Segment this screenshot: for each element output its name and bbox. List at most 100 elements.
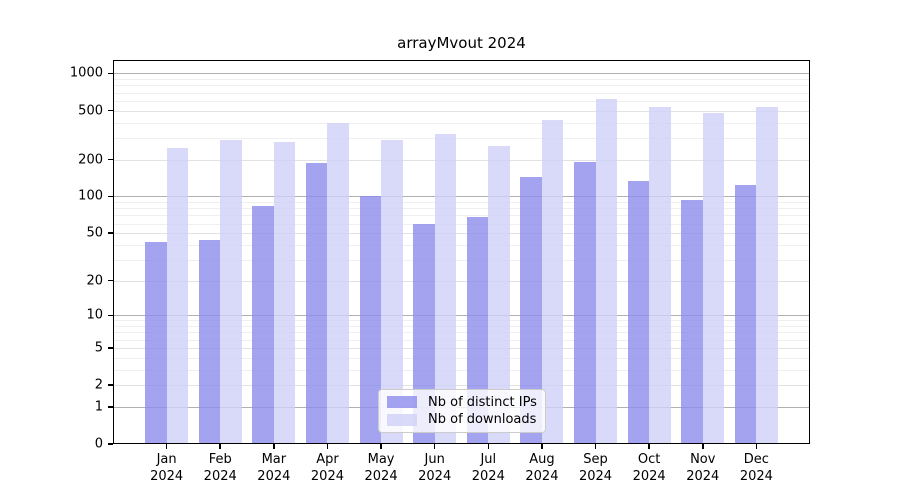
y-tick-label-500: 500: [78, 103, 103, 119]
legend: Nb of distinct IPs Nb of downloads: [378, 389, 546, 433]
y-tick-label-50: 50: [86, 225, 103, 241]
gridline-80: [113, 208, 810, 210]
gridline-3: [113, 369, 810, 371]
bar-nb-of-downloads-may-2024: [381, 139, 403, 444]
x-tick-label-jan-2024: Jan 2024: [150, 452, 184, 484]
x-tick-mark-dec-2024: [755, 444, 758, 449]
bar-nb-of-distinct-ips-aug-2024: [520, 176, 542, 444]
gridline-4: [113, 357, 810, 359]
y-tick-mark-20: [108, 279, 113, 282]
gridline-70: [113, 215, 810, 217]
bar-nb-of-downloads-aug-2024: [541, 119, 564, 444]
bar-nb-of-downloads-dec-2024: [756, 107, 778, 444]
bar-nb-of-distinct-ips-jan-2024: [145, 242, 167, 444]
y-tick-mark-10: [108, 314, 113, 317]
gridline-2: [113, 385, 810, 387]
x-tick-mark-mar-2024: [273, 444, 275, 449]
bar-nb-of-downloads-jan-2024: [166, 147, 189, 444]
gridline-600: [113, 100, 810, 102]
gridline-90: [113, 202, 810, 204]
y-tick-label-200: 200: [78, 152, 103, 168]
y-tick-mark-0: [108, 443, 113, 445]
x-tick-mark-apr-2024: [326, 444, 329, 449]
x-tick-mark-jun-2024: [433, 444, 436, 449]
x-tick-mark-oct-2024: [648, 444, 650, 449]
bar-nb-of-distinct-ips-apr-2024: [305, 162, 328, 444]
legend-swatch-downloads: [387, 413, 417, 426]
plot-area: [113, 60, 810, 444]
bar-nb-of-downloads-oct-2024: [649, 107, 671, 444]
x-tick-mark-may-2024: [380, 444, 382, 449]
bar-nb-of-downloads-feb-2024: [220, 139, 242, 444]
y-tick-mark-1: [108, 406, 113, 408]
legend-label-distinct-ips: Nb of distinct IPs: [428, 394, 537, 410]
legend-swatch-distinct-ips: [387, 396, 417, 409]
legend-item-distinct-ips: Nb of distinct IPs: [387, 395, 537, 410]
y-tick-mark-1000: [108, 72, 113, 75]
gridline-400: [113, 122, 810, 124]
gridline-300: [113, 137, 810, 139]
gridline-6: [113, 339, 810, 341]
y-tick-mark-100: [108, 195, 113, 198]
y-tick-label-20: 20: [86, 273, 103, 289]
y-tick-label-100: 100: [78, 188, 103, 204]
x-tick-mark-feb-2024: [219, 444, 221, 449]
legend-label-downloads: Nb of downloads: [428, 412, 537, 428]
gridline-900: [113, 79, 810, 81]
gridline-10: [113, 315, 810, 317]
bar-nb-of-downloads-jun-2024: [434, 134, 457, 444]
y-tick-label-1: 1: [94, 399, 103, 415]
y-tick-label-2: 2: [94, 377, 103, 393]
x-tick-mark-aug-2024: [541, 444, 543, 449]
bar-nb-of-downloads-apr-2024: [327, 122, 349, 444]
gridline-9: [113, 320, 810, 322]
gridline-700: [113, 92, 810, 94]
gridline-5: [113, 347, 810, 349]
x-tick-label-apr-2024: Apr 2024: [310, 452, 344, 484]
gridline-500: [113, 110, 810, 112]
x-tick-label-aug-2024: Aug 2024: [525, 452, 559, 484]
gridline-60: [113, 223, 810, 225]
y-tick-mark-500: [108, 109, 113, 112]
bar-nb-of-distinct-ips-oct-2024: [627, 180, 650, 444]
x-tick-mark-jul-2024: [487, 444, 490, 449]
bar-nb-of-distinct-ips-jul-2024: [466, 216, 489, 444]
gridline-7: [113, 332, 810, 334]
bar-nb-of-downloads-sep-2024: [595, 99, 618, 444]
gridline-200: [113, 159, 810, 161]
y-tick-mark-50: [108, 232, 113, 234]
bar-nb-of-distinct-ips-nov-2024: [681, 199, 703, 444]
chart-title: arrayMvout 2024: [397, 34, 526, 52]
y-tick-label-10: 10: [86, 307, 103, 323]
gridline-40: [113, 244, 810, 246]
y-tick-mark-200: [108, 158, 113, 161]
gridline-20: [113, 280, 810, 282]
x-tick-label-feb-2024: Feb 2024: [203, 452, 237, 484]
gridline-30: [113, 259, 810, 261]
gridline-50: [113, 233, 810, 235]
bar-nb-of-downloads-jul-2024: [488, 145, 510, 444]
y-tick-mark-5: [108, 347, 113, 349]
gridline-1000: [113, 73, 810, 75]
x-tick-label-nov-2024: Nov 2024: [686, 452, 720, 484]
bar-nb-of-distinct-ips-may-2024: [359, 196, 382, 444]
x-tick-mark-nov-2024: [702, 444, 704, 449]
gridline-100: [113, 196, 810, 198]
gridline-800: [113, 85, 810, 87]
x-tick-label-dec-2024: Dec 2024: [739, 452, 773, 484]
bar-nb-of-distinct-ips-sep-2024: [574, 162, 596, 444]
bar-nb-of-distinct-ips-dec-2024: [734, 184, 757, 444]
x-tick-mark-sep-2024: [594, 444, 597, 449]
gridline-8: [113, 326, 810, 328]
bar-nb-of-downloads-mar-2024: [273, 141, 296, 444]
x-tick-label-jun-2024: Jun 2024: [418, 452, 452, 484]
x-tick-mark-jan-2024: [165, 444, 168, 449]
legend-item-downloads: Nb of downloads: [387, 412, 537, 427]
y-tick-label-0: 0: [94, 436, 103, 452]
x-tick-label-mar-2024: Mar 2024: [257, 452, 291, 484]
x-tick-label-sep-2024: Sep 2024: [578, 452, 613, 484]
bar-nb-of-distinct-ips-feb-2024: [198, 239, 221, 444]
x-tick-label-may-2024: May 2024: [364, 452, 398, 484]
x-tick-label-jul-2024: Jul 2024: [471, 452, 505, 484]
